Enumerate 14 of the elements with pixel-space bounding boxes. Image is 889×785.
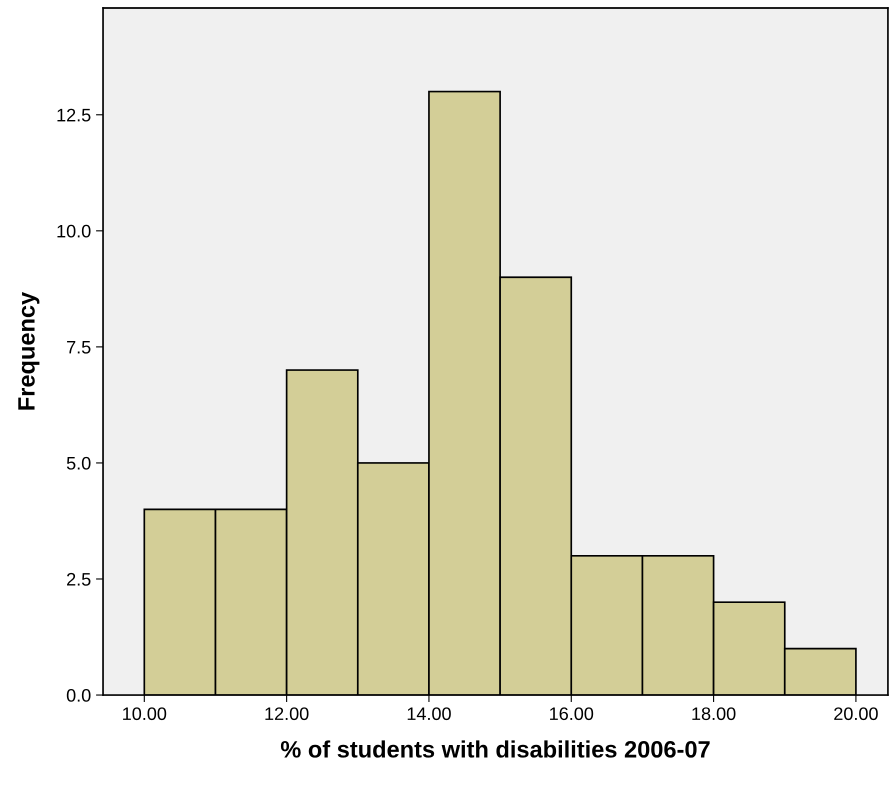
y-tick-label: 7.5: [67, 341, 90, 354]
y-tick-label: 5.0: [66, 456, 91, 470]
y-tick-label: 2.5: [67, 572, 90, 586]
x-axis-title: % of students with disabilities 2006-07: [280, 740, 710, 758]
y-tick-label: 12.5: [57, 108, 90, 122]
y-tick-label: 0.0: [66, 688, 91, 702]
x-tick-label: 20.00: [834, 707, 878, 720]
x-tick-label: 10.00: [123, 707, 166, 720]
x-tick-label: 16.00: [550, 707, 594, 720]
x-tick-label: 18.00: [692, 707, 736, 720]
y-axis-title: Frequency: [18, 292, 40, 410]
x-tick-label: 12.00: [265, 707, 309, 720]
y-tick-label: 10.0: [57, 224, 91, 238]
x-tick-label: 14.00: [408, 707, 451, 720]
